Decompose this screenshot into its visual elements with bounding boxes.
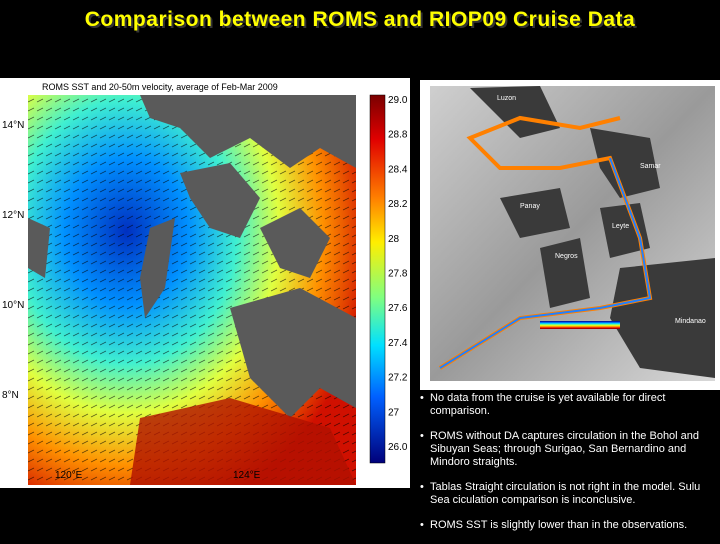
figures: ROMS SST and 20-50m velocity, average of… <box>0 78 720 488</box>
bullet-list: No data from the cruise is yet available… <box>418 392 718 544</box>
land <box>540 238 590 308</box>
bullet: ROMS without DA captures circulation in … <box>418 430 718 469</box>
land <box>610 258 715 378</box>
place-label: Luzon <box>497 95 516 102</box>
colorbar-label: 27.6 <box>388 303 408 314</box>
colorbar-label: 29.0 <box>388 95 408 106</box>
lat-label: 14°N <box>2 120 24 131</box>
colorbar-label: 28.8 <box>388 130 408 141</box>
lon-label: 124°E <box>233 470 261 481</box>
colorbar-label: 27 <box>388 407 400 418</box>
lon-label: 120°E <box>55 470 83 481</box>
slide-title: Comparison between ROMS and RIOP09 Cruis… <box>84 8 636 31</box>
lat-label: 8°N <box>2 390 19 401</box>
colorbar-label: 26.0 <box>388 442 408 453</box>
land <box>260 208 330 278</box>
land <box>140 218 175 318</box>
warm-region <box>130 398 356 485</box>
colorbar-label: 27.8 <box>388 269 408 280</box>
bullet: No data from the cruise is yet available… <box>418 392 718 418</box>
place-label: Mindanao <box>675 318 706 325</box>
place-label: Leyte <box>612 223 629 230</box>
place-label: Negros <box>555 253 578 260</box>
lat-label: 10°N <box>2 300 24 311</box>
cruise-track <box>439 157 652 369</box>
colorbar-label: 28.2 <box>388 199 408 210</box>
land <box>500 188 570 238</box>
colorbar-label: 27.4 <box>388 338 408 349</box>
colorbar-label: 28 <box>388 234 400 245</box>
colorbar <box>369 94 386 464</box>
place-label: Samar <box>640 163 661 170</box>
lat-label: 12°N <box>2 210 24 221</box>
bullet: ROMS SST is slightly lower than in the o… <box>418 519 718 532</box>
land <box>28 218 50 278</box>
land <box>180 163 260 238</box>
colorbar-label: 27.2 <box>388 373 408 384</box>
figure-caption: ROMS SST and 20-50m velocity, average of… <box>42 82 278 92</box>
right-colorbar <box>540 321 620 329</box>
land <box>600 203 650 258</box>
land <box>590 128 660 198</box>
land <box>140 95 356 168</box>
colorbar-label: 28.4 <box>388 164 408 175</box>
bullet: Tablas Straight circulation is not right… <box>418 481 718 507</box>
land <box>470 86 560 138</box>
place-label: Panay <box>520 203 540 210</box>
land <box>230 288 356 418</box>
